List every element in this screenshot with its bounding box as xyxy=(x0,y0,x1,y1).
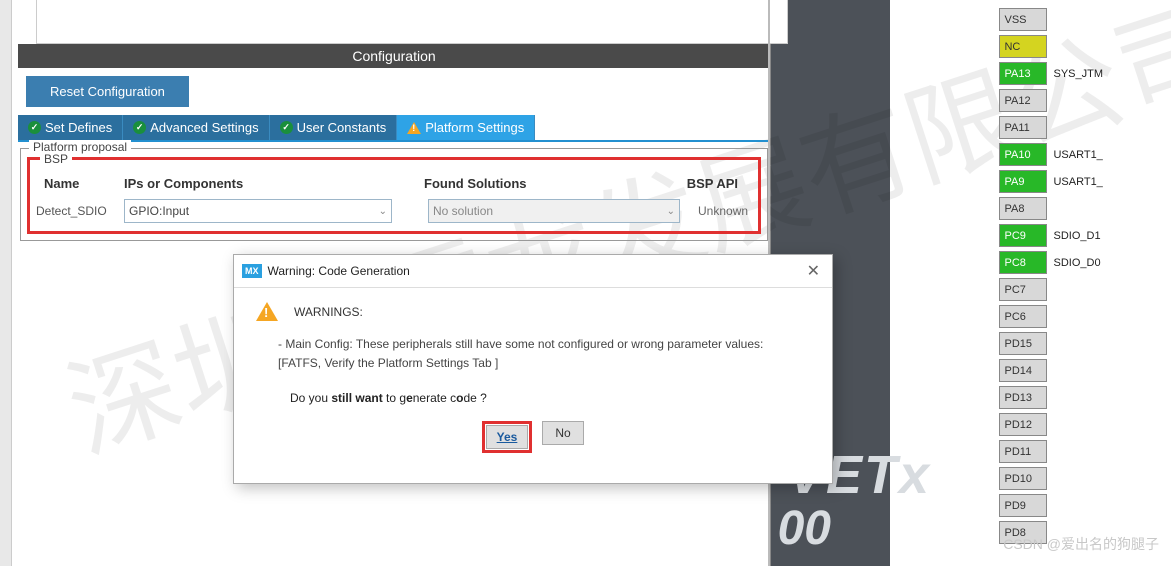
bsp-group-highlight: BSP Name IPs or Components Found Solutio… xyxy=(27,157,761,234)
reset-config-button[interactable]: Reset Configuration xyxy=(26,76,189,107)
col-found: Found Solutions xyxy=(424,176,668,191)
tab-label: Advanced Settings xyxy=(150,120,258,135)
pin-PA8[interactable]: PA8 xyxy=(999,197,1047,220)
pin-row: PD11 xyxy=(999,438,1103,465)
warning-dialog: MX Warning: Code Generation ✕ WARNINGS: … xyxy=(233,254,833,484)
pin-label: SDIO_D0 xyxy=(1053,257,1100,269)
bsp-row: Detect_SDIO GPIO:Input ⌄ No solution ⌄ Unk… xyxy=(36,199,752,223)
pin-row: PD14 xyxy=(999,357,1103,384)
pin-VSS[interactable]: VSS xyxy=(999,8,1047,31)
pin-PA13[interactable]: PA13 xyxy=(999,62,1047,85)
warning-icon xyxy=(256,302,278,321)
pin-label: SDIO_D1 xyxy=(1053,230,1100,242)
pin-row: PC6 xyxy=(999,303,1103,330)
pin-list: VSS NC PA13 SYS_JTM PA12 PA11 PA10 USART1_ PA9 US… xyxy=(999,6,1103,546)
yes-button[interactable]: Yes xyxy=(486,425,528,449)
tab-set-defines[interactable]: ✓ Set Defines xyxy=(18,115,123,140)
pin-label: USART1_ xyxy=(1053,149,1102,161)
pin-PD13[interactable]: PD13 xyxy=(999,386,1047,409)
select-value: No solution xyxy=(433,204,493,218)
chevron-down-icon: ⌄ xyxy=(379,206,387,217)
dialog-heading: WARNINGS: xyxy=(294,305,363,319)
pin-row: PC8 SDIO_D0 xyxy=(999,249,1103,276)
yes-highlight: Yes xyxy=(482,421,532,453)
select-value: GPIO:Input xyxy=(129,204,189,218)
pin-label: USART1_ xyxy=(1053,176,1102,188)
dialog-buttons: Yes No xyxy=(256,421,810,453)
pin-PC8[interactable]: PC8 xyxy=(999,251,1047,274)
pin-row: PA13 SYS_JTM xyxy=(999,60,1103,87)
pin-row: PD9 xyxy=(999,492,1103,519)
check-icon: ✓ xyxy=(133,121,146,134)
col-api: BSP API xyxy=(668,176,738,191)
msg-line: - Main Config: These peripherals still h… xyxy=(278,335,810,354)
pin-PD12[interactable]: PD12 xyxy=(999,413,1047,436)
close-icon[interactable]: ✕ xyxy=(803,261,824,281)
ips-select[interactable]: GPIO:Input ⌄ xyxy=(124,199,392,223)
pin-row: PA11 xyxy=(999,114,1103,141)
pin-PC7[interactable]: PC7 xyxy=(999,278,1047,301)
bsp-legend: BSP xyxy=(40,152,72,166)
pin-row: PD10 xyxy=(999,465,1103,492)
pin-row: PD12 xyxy=(999,411,1103,438)
mx-icon: MX xyxy=(242,264,262,278)
pin-PA12[interactable]: PA12 xyxy=(999,89,1047,112)
pin-row: PD15 xyxy=(999,330,1103,357)
pin-label: SYS_JTM xyxy=(1053,68,1103,80)
dialog-heading-row: WARNINGS: xyxy=(256,302,810,321)
row-name: Detect_SDIO xyxy=(36,204,124,218)
panel-top-spacer xyxy=(36,0,788,44)
dialog-body: WARNINGS: - Main Config: These periphera… xyxy=(234,288,832,467)
pin-PD14[interactable]: PD14 xyxy=(999,359,1047,382)
pin-row: PC9 SDIO_D1 xyxy=(999,222,1103,249)
pin-PA9[interactable]: PA9 xyxy=(999,170,1047,193)
found-select[interactable]: No solution ⌄ xyxy=(428,199,680,223)
chip-name-suffix: 00 xyxy=(778,501,831,556)
pin-PA10[interactable]: PA10 xyxy=(999,143,1047,166)
pin-row: PA8 xyxy=(999,195,1103,222)
platform-proposal-fieldset: Platform proposal BSP Name IPs or Compon… xyxy=(20,148,768,241)
pin-PD10[interactable]: PD10 xyxy=(999,467,1047,490)
csdn-watermark: CSDN @爱出名的狗腿子 xyxy=(1003,534,1159,554)
dialog-question: Do you still want to generate code ? xyxy=(290,391,810,405)
dialog-titlebar: MX Warning: Code Generation ✕ xyxy=(234,255,832,288)
tab-user-constants[interactable]: ✓ User Constants xyxy=(270,115,398,140)
config-title: Configuration xyxy=(18,44,770,68)
tab-advanced-settings[interactable]: ✓ Advanced Settings xyxy=(123,115,269,140)
pin-row: PA12 xyxy=(999,87,1103,114)
tab-label: Platform Settings xyxy=(425,120,524,135)
no-button[interactable]: No xyxy=(542,421,584,445)
pin-row: VSS xyxy=(999,6,1103,33)
dialog-message: - Main Config: These peripherals still h… xyxy=(278,335,810,373)
tab-platform-settings[interactable]: Platform Settings xyxy=(397,115,535,140)
pin-NC[interactable]: NC xyxy=(999,35,1047,58)
dialog-title: Warning: Code Generation xyxy=(268,264,803,278)
pin-PD11[interactable]: PD11 xyxy=(999,440,1047,463)
pin-row: NC xyxy=(999,33,1103,60)
check-icon: ✓ xyxy=(28,121,41,134)
pin-PC9[interactable]: PC9 xyxy=(999,224,1047,247)
pin-PD9[interactable]: PD9 xyxy=(999,494,1047,517)
pin-row: PA10 USART1_ xyxy=(999,141,1103,168)
pin-row: PA9 USART1_ xyxy=(999,168,1103,195)
tab-label: Set Defines xyxy=(45,120,112,135)
msg-line: [FATFS, Verify the Platform Settings Tab… xyxy=(278,354,810,373)
pin-row: PC7 xyxy=(999,276,1103,303)
check-icon: ✓ xyxy=(280,121,293,134)
bsp-header-row: Name IPs or Components Found Solutions B… xyxy=(36,176,752,191)
left-scrollbar[interactable] xyxy=(0,0,12,566)
pin-PC6[interactable]: PC6 xyxy=(999,305,1047,328)
col-name: Name xyxy=(44,176,124,191)
pin-PA11[interactable]: PA11 xyxy=(999,116,1047,139)
warning-icon xyxy=(407,122,421,134)
chevron-down-icon: ⌄ xyxy=(667,206,675,217)
col-ips: IPs or Components xyxy=(124,176,424,191)
tabs: ✓ Set Defines ✓ Advanced Settings ✓ User Co… xyxy=(18,115,770,142)
tab-label: User Constants xyxy=(297,120,387,135)
pin-PD15[interactable]: PD15 xyxy=(999,332,1047,355)
pin-row: PD13 xyxy=(999,384,1103,411)
row-api: Unknown xyxy=(698,204,748,218)
